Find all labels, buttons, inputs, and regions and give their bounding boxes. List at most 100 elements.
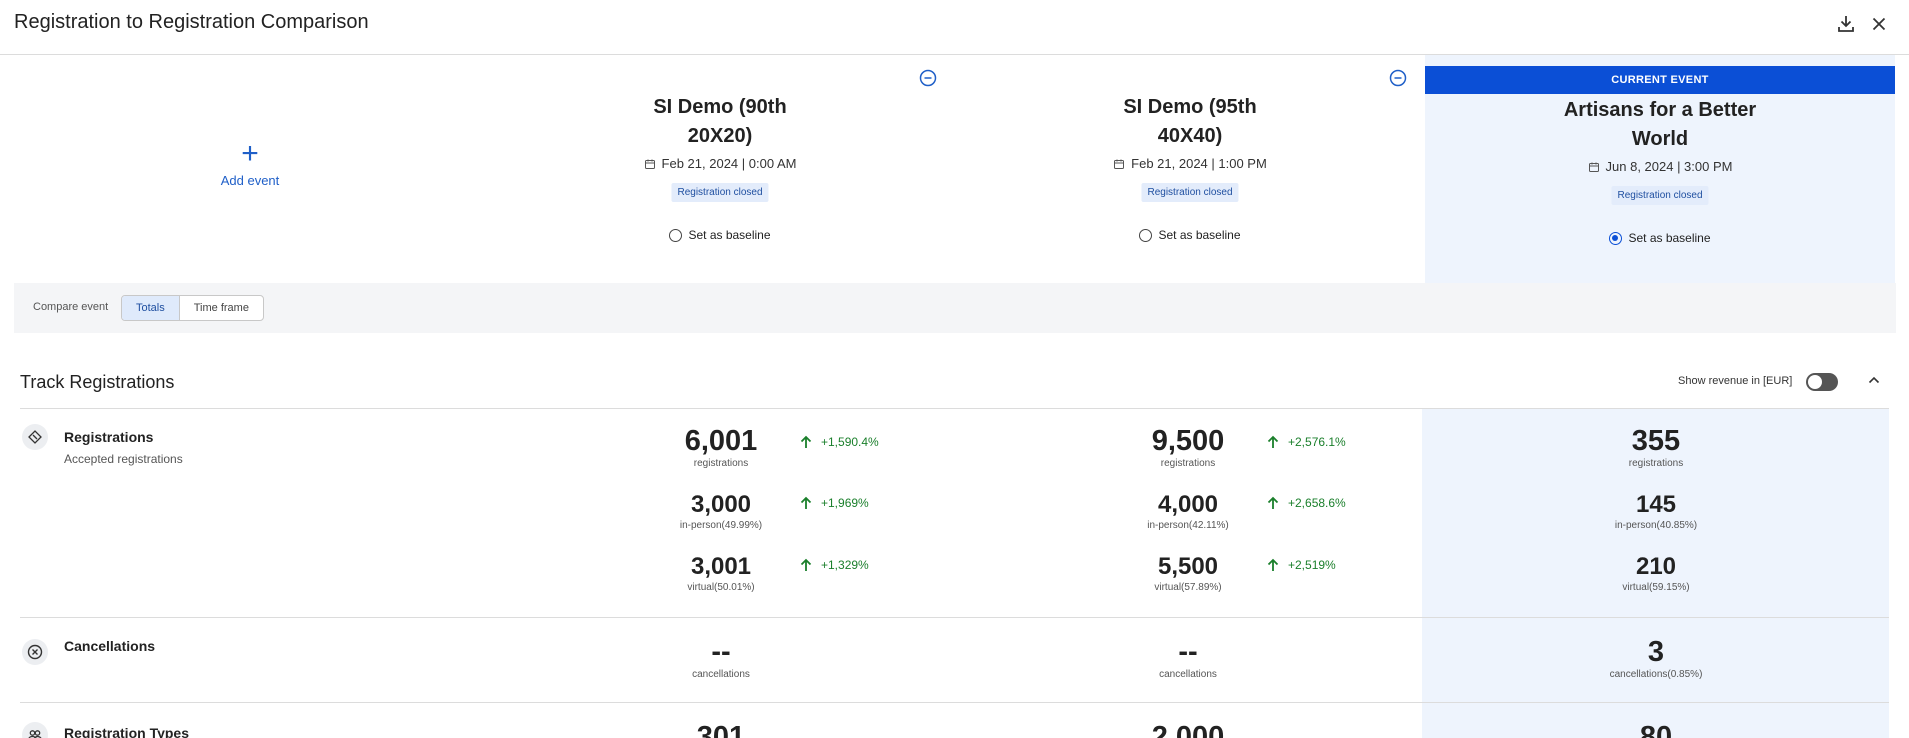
stat-caption: in-person(42.11%)	[1147, 520, 1229, 531]
event-name: Artisans for a Better	[1563, 99, 1757, 121]
arrow-up-icon	[1267, 558, 1279, 571]
radio-icon	[669, 228, 683, 242]
time-frame-option[interactable]: Time frame	[193, 302, 249, 314]
ticket-icon	[22, 424, 48, 450]
download-icon[interactable]	[1834, 12, 1858, 36]
set-baseline-label: Set as baseline	[688, 228, 771, 242]
stat-cancellations: -- cancellations	[1108, 636, 1268, 680]
event-date: Feb 21, 2024 | 1:00 PM	[1110, 156, 1270, 171]
metrics-table: Registrations Accepted registrations 6,0…	[20, 408, 1889, 738]
stat-caption: virtual(57.89%)	[1154, 582, 1222, 593]
revenue-toggle[interactable]	[1806, 373, 1838, 391]
stat-value: 301	[696, 721, 746, 738]
stat-value: 3	[1647, 636, 1665, 668]
stat-caption: registrations	[693, 458, 749, 469]
stat-caption: registrations	[1628, 458, 1684, 469]
status-badge: Registration closed	[1141, 183, 1239, 202]
delta-badge: +1,329%	[800, 558, 869, 572]
close-icon[interactable]	[1867, 12, 1891, 36]
stat-caption: cancellations	[692, 669, 750, 680]
event-date-text: Feb 21, 2024 | 1:00 PM	[1131, 156, 1267, 171]
status-badge: Registration closed	[1611, 186, 1709, 205]
stat-inperson: 4,000 in-person(42.11%)	[1108, 491, 1268, 531]
radio-selected-icon	[1609, 231, 1623, 245]
event-date: Feb 21, 2024 | 0:00 AM	[640, 156, 800, 171]
stat-inperson: 145 in-person(40.85%)	[1576, 491, 1736, 531]
stat-value: --	[711, 636, 731, 668]
remove-event-icon[interactable]	[919, 69, 937, 87]
event-column-2: SI Demo (95th 40X40) Feb 21, 2024 | 1:00…	[1110, 55, 1407, 283]
delta-value: +1,969%	[821, 496, 869, 510]
set-baseline-radio[interactable]: Set as baseline	[1110, 228, 1270, 242]
radio-icon	[1139, 228, 1153, 242]
stat-virtual: 5,500 virtual(57.89%)	[1108, 553, 1268, 593]
cancel-circle-icon	[22, 639, 48, 665]
dialog-title: Registration to Registration Comparison	[14, 11, 369, 33]
arrow-up-icon	[800, 496, 812, 509]
revenue-toggle-label: Show revenue in [EUR]	[1678, 375, 1793, 387]
metric-title: Cancellations	[64, 638, 156, 654]
arrow-up-icon	[800, 435, 812, 448]
set-baseline-label: Set as baseline	[1158, 228, 1241, 242]
add-event-button[interactable]: + Add event	[200, 137, 300, 189]
event-name: SI Demo (95th	[1123, 96, 1257, 118]
event-column-current: CURRENT EVENT Artisans for a Better Worl…	[1425, 55, 1895, 283]
users-icon	[22, 722, 48, 738]
stat-cancellations: -- cancellations	[641, 636, 801, 680]
status-badge: Registration closed	[671, 183, 769, 202]
delta-value: +1,590.4%	[821, 435, 879, 449]
metric-title: Registration Types	[64, 725, 189, 738]
compare-event-label: Compare event	[33, 301, 109, 313]
totals-option[interactable]: Totals	[122, 296, 180, 320]
event-name-line2: 40X40)	[1157, 125, 1223, 147]
dialog-header: Registration to Registration Comparison	[0, 0, 1909, 55]
event-date-text: Jun 8, 2024 | 3:00 PM	[1605, 159, 1733, 174]
stat-caption: registrations	[1160, 458, 1216, 469]
calendar-icon	[1114, 159, 1125, 169]
section-title: Track Registrations	[20, 372, 175, 392]
stat-value: 210	[1635, 553, 1677, 580]
stat-value: 2,000	[1151, 721, 1225, 738]
remove-event-icon[interactable]	[1389, 69, 1407, 87]
stat-value: 3,001	[690, 553, 752, 580]
stat-value: --	[1178, 636, 1198, 668]
chevron-up-icon[interactable]	[1864, 370, 1884, 390]
set-baseline-label: Set as baseline	[1628, 231, 1711, 245]
stat-value: 80	[1639, 721, 1673, 738]
event-name-line2: World	[1631, 128, 1689, 150]
event-column-1: SI Demo (90th 20X20) Feb 21, 2024 | 0:00…	[640, 55, 937, 283]
stat-caption: virtual(50.01%)	[687, 582, 755, 593]
stat-caption: in-person(40.85%)	[1614, 520, 1698, 531]
stat-virtual: 210 virtual(59.15%)	[1576, 553, 1736, 593]
metric-row-registration-types: Registration Types 301 2,000 80	[20, 703, 1889, 738]
stat-caption: in-person(49.99%)	[679, 520, 763, 531]
delta-badge: +1,590.4%	[800, 435, 879, 449]
metric-subtitle: Accepted registrations	[64, 452, 183, 466]
current-event-highlight	[1422, 408, 1889, 738]
stat-total: 6,001 registrations	[641, 425, 801, 469]
event-name-line2: 20X20)	[687, 125, 753, 147]
stat-value: 145	[1635, 491, 1677, 518]
delta-value: +1,329%	[821, 558, 869, 572]
metric-title: Registrations	[64, 429, 154, 445]
delta-badge: +1,969%	[800, 496, 869, 510]
arrow-up-icon	[1267, 496, 1279, 509]
arrow-up-icon	[1267, 435, 1279, 448]
stat-cancellations: 3 cancellations(0.85%)	[1576, 636, 1736, 680]
plus-icon: +	[241, 137, 259, 170]
set-baseline-radio[interactable]: Set as baseline	[1425, 231, 1895, 245]
stat-caption: cancellations	[1159, 669, 1217, 680]
calendar-icon	[1588, 162, 1599, 172]
current-event-banner: CURRENT EVENT	[1425, 66, 1895, 94]
stat-value: 3,000	[690, 491, 752, 518]
stat-registration-types: 2,000	[1108, 721, 1268, 738]
delta-badge: +2,519%	[1267, 558, 1336, 572]
stat-caption: cancellations(0.85%)	[1609, 669, 1703, 680]
compare-toolbar: Compare event Totals Time frame	[14, 283, 1896, 333]
delta-badge: +2,658.6%	[1267, 496, 1346, 510]
stat-total: 9,500 registrations	[1108, 425, 1268, 469]
event-columns: + Add event SI Demo (90th 20X20) Feb 21,…	[0, 55, 1909, 283]
arrow-up-icon	[800, 558, 812, 571]
stat-caption: virtual(59.15%)	[1622, 582, 1690, 593]
set-baseline-radio[interactable]: Set as baseline	[640, 228, 800, 242]
